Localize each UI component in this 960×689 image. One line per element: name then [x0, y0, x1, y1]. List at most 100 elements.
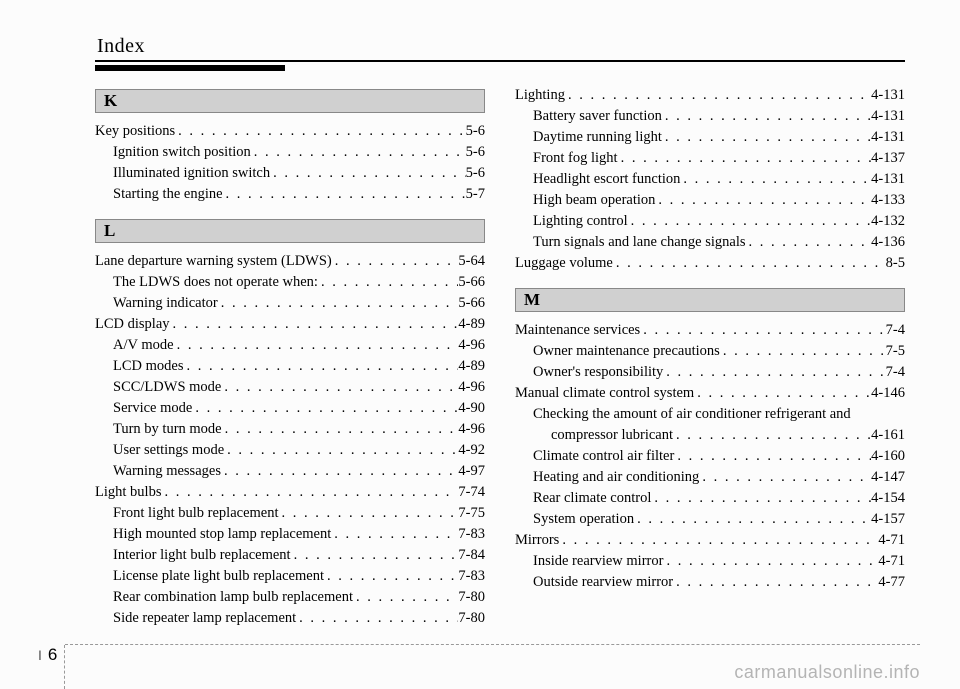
entry-label: License plate light bulb replacement [113, 566, 324, 587]
footer-dashed-vline [64, 645, 65, 689]
index-entry: Turn by turn mode4-96 [95, 419, 485, 440]
index-entry: Front fog light4-137 [515, 148, 905, 169]
entry-page: 7-80 [458, 608, 485, 629]
entry-page: 4-133 [871, 190, 905, 211]
entry-page: 4-146 [871, 383, 905, 404]
entry-label: Front fog light [533, 148, 618, 169]
entry-dots [628, 211, 872, 232]
entry-dots [161, 482, 458, 503]
entry-label: Owner maintenance precautions [533, 341, 720, 362]
index-entry: Front light bulb replacement7-75 [95, 503, 485, 524]
index-entry: Climate control air filter4-160 [515, 446, 905, 467]
entry-page: 7-4 [886, 362, 905, 383]
entry-dots [279, 503, 459, 524]
entry-page: 5-6 [466, 163, 485, 184]
entry-dots [221, 377, 458, 398]
entry-label: compressor lubricant [551, 425, 673, 446]
entry-label: Outside rearview mirror [533, 572, 673, 593]
index-entry: Side repeater lamp replacement7-80 [95, 608, 485, 629]
entry-label: System operation [533, 509, 634, 530]
entry-dots [331, 524, 458, 545]
watermark: carmanualsonline.info [734, 662, 920, 683]
left-column: KKey positions5-6Ignition switch positio… [95, 85, 485, 629]
entry-label: User settings mode [113, 440, 224, 461]
entry-dots [222, 419, 459, 440]
entry-page: 4-157 [871, 509, 905, 530]
index-entry: Battery saver function4-131 [515, 106, 905, 127]
index-entry: Checking the amount of air conditioner r… [515, 404, 905, 425]
index-entry: compressor lubricant 4-161 [515, 425, 905, 446]
index-entry: License plate light bulb replacement 7-83 [95, 566, 485, 587]
entry-page: 4-96 [458, 377, 485, 398]
entry-dots [218, 293, 459, 314]
entry-dots [694, 383, 871, 404]
entry-page: 4-96 [458, 335, 485, 356]
section-spacer [515, 274, 905, 284]
entry-dots [662, 106, 871, 127]
entry-dots [223, 184, 466, 205]
entry-dots [680, 169, 871, 190]
entry-page: 4-161 [871, 425, 905, 446]
entry-dots [183, 356, 458, 377]
entry-dots [663, 362, 885, 383]
entry-dots [296, 608, 458, 629]
index-entry: SCC/LDWS mode4-96 [95, 377, 485, 398]
index-entry: Illuminated ignition switch5-6 [95, 163, 485, 184]
index-entry: Starting the engine5-7 [95, 184, 485, 205]
index-entry: Luggage volume8-5 [515, 253, 905, 274]
index-entry: Light bulbs7-74 [95, 482, 485, 503]
entry-label: Heating and air conditioning [533, 467, 699, 488]
entry-page: 5-66 [458, 293, 485, 314]
entry-label: Ignition switch position [113, 142, 251, 163]
entry-page: 7-5 [886, 341, 905, 362]
entry-label: Lighting [515, 85, 565, 106]
entry-dots [663, 551, 878, 572]
entry-label: Warning indicator [113, 293, 218, 314]
entry-page: 4-89 [458, 356, 485, 377]
entry-page: 4-97 [458, 461, 485, 482]
entry-page: 4-77 [878, 572, 905, 593]
entry-dots [640, 320, 885, 341]
index-entry: Outside rearview mirror 4-77 [515, 572, 905, 593]
index-entry: Service mode4-90 [95, 398, 485, 419]
entry-label: Starting the engine [113, 184, 223, 205]
entry-dots [746, 232, 872, 253]
entry-dots [251, 142, 466, 163]
entry-page: 4-89 [458, 314, 485, 335]
entry-page: 4-131 [871, 85, 905, 106]
entry-page: 7-4 [886, 320, 905, 341]
index-entry: LCD display4-89 [95, 314, 485, 335]
index-entry: Rear combination lamp bulb replacement7-… [95, 587, 485, 608]
entry-page: 4-160 [871, 446, 905, 467]
entry-dots [673, 425, 871, 446]
entry-label: Light bulbs [95, 482, 161, 503]
entry-page: 4-96 [458, 419, 485, 440]
index-entry: Manual climate control system4-146 [515, 383, 905, 404]
entry-label: Rear combination lamp bulb replacement [113, 587, 353, 608]
index-entry: LCD modes4-89 [95, 356, 485, 377]
entry-dots [332, 251, 459, 272]
entry-dots [565, 85, 871, 106]
entry-dots [720, 341, 886, 362]
entry-dots [270, 163, 466, 184]
entry-dots [662, 127, 871, 148]
entry-label: Lighting control [533, 211, 628, 232]
entry-dots [674, 446, 871, 467]
entry-dots [174, 335, 459, 356]
entry-label: High mounted stop lamp replacement [113, 524, 331, 545]
index-entry: Maintenance services7-4 [515, 320, 905, 341]
entry-page: 4-92 [458, 440, 485, 461]
entry-page: 7-83 [458, 566, 485, 587]
entry-dots [618, 148, 872, 169]
entry-page: 4-147 [871, 467, 905, 488]
entry-label: Owner's responsibility [533, 362, 663, 383]
entry-dots [699, 467, 871, 488]
entry-page: 5-6 [466, 121, 485, 142]
entry-label: Warning messages [113, 461, 221, 482]
header-underline [95, 65, 285, 71]
index-entry: Lighting control4-132 [515, 211, 905, 232]
index-columns: KKey positions5-6Ignition switch positio… [95, 85, 905, 629]
entry-label: Checking the amount of air conditioner r… [533, 404, 851, 425]
entry-page: 4-136 [871, 232, 905, 253]
entry-label: Key positions [95, 121, 175, 142]
